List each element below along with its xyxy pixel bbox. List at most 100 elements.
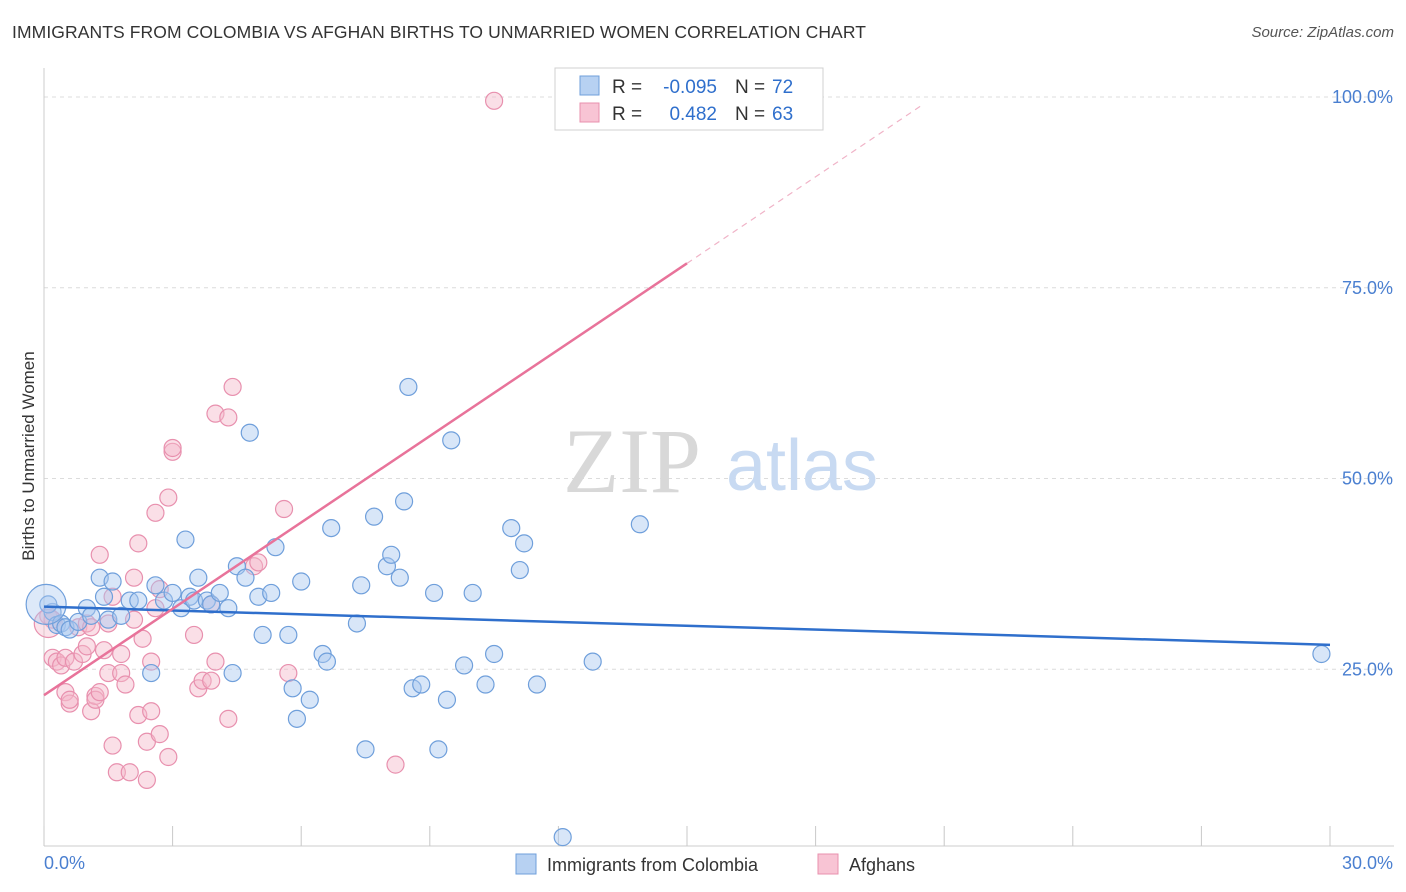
colombia-point (403, 679, 422, 698)
colombia-point (424, 583, 444, 603)
legend-n-label-2: N = (735, 104, 765, 125)
y-tick-label-50: 50.0% (1342, 469, 1393, 489)
colombia-point (146, 576, 165, 595)
afghans-point (485, 91, 504, 110)
colombia-point (253, 625, 272, 645)
y-tick-label-100: 100.0% (1332, 87, 1393, 107)
watermark-zip: ZIP (563, 410, 701, 512)
colombia-point (176, 530, 195, 549)
afghans-point (150, 725, 169, 744)
colombia-point (515, 534, 534, 553)
colombia-point (347, 614, 367, 633)
afghans-point (124, 568, 144, 587)
colombia-point (553, 828, 572, 847)
afghans-point (184, 625, 204, 645)
afghans-point (90, 683, 109, 702)
y-axis-label: Births to Unmarried Women (19, 351, 38, 560)
legend-swatch-colombia (579, 75, 600, 96)
legend-r-value-1: -0.095 (663, 77, 717, 98)
afghans-point (163, 442, 182, 461)
afghans-point (99, 663, 118, 683)
colombia-point (129, 591, 148, 610)
colombia-point (352, 576, 371, 595)
legend-r-value-2: 0.482 (669, 104, 717, 125)
colombia-point (287, 709, 307, 728)
afghans-point (274, 499, 294, 519)
colombia-point (142, 663, 161, 683)
x-tick-label-0: 0.0% (44, 853, 85, 873)
colombia-point (94, 587, 114, 606)
colombia-point (322, 518, 341, 538)
afghans-point (159, 747, 178, 767)
afghans-point (219, 408, 238, 427)
colombia-point (630, 515, 649, 534)
afghans-point (60, 694, 79, 713)
colombia-point (377, 557, 397, 576)
afghans-point (142, 702, 161, 721)
colombia-point (485, 644, 504, 664)
colombia-point (429, 740, 448, 759)
x-tick-label-30: 30.0% (1342, 853, 1393, 873)
colombia-point (240, 423, 259, 442)
colombia-point (219, 599, 238, 618)
colombia-point (510, 560, 529, 580)
afghans-point (112, 663, 131, 683)
legend-n-value-1: 72 (772, 77, 793, 98)
afghans-point (206, 652, 225, 671)
afghans-point (107, 763, 126, 782)
colombia-point (300, 690, 319, 709)
series-legend-label-colombia: Immigrants from Colombia (547, 855, 759, 875)
afghans-point (112, 644, 131, 664)
afghans-point (279, 663, 298, 683)
colombia-point (463, 583, 482, 603)
colombia-point (112, 606, 131, 625)
afghans-point (386, 755, 405, 774)
afghans-point (249, 553, 268, 572)
legend-r-label-2: R = (612, 104, 642, 125)
afghans-trend-line (43, 262, 688, 697)
colombia-point (292, 572, 311, 591)
axes: 25.0% 50.0% 75.0% 100.0% 0.0% 30.0% (43, 68, 1394, 873)
colombia-point (399, 377, 418, 397)
colombia-point (223, 663, 242, 683)
colombia-point (1312, 644, 1331, 664)
colombia-point (454, 656, 474, 675)
afghans-point (60, 690, 79, 709)
colombia-point (39, 595, 58, 614)
legend-n-label-1: N = (735, 77, 765, 98)
colombia-point (527, 675, 547, 694)
colombia-point (210, 583, 229, 603)
afghans-points (33, 91, 504, 789)
colombia-point (442, 431, 461, 450)
colombia-point (394, 492, 414, 511)
afghans-point (77, 637, 96, 656)
y-tick-label-75: 75.0% (1342, 278, 1393, 298)
afghans-point (129, 534, 148, 553)
series-legend-label-afghans: Afghans (849, 855, 915, 875)
afghans-point (103, 736, 122, 755)
y-tick-label-25: 25.0% (1342, 659, 1393, 679)
colombia-point (390, 568, 409, 587)
colombia-point (279, 625, 298, 645)
afghans-point (56, 648, 75, 667)
afghans-point (146, 503, 165, 522)
afghans-point (223, 377, 242, 397)
colombia-point (364, 507, 384, 526)
watermark-atlas: atlas (726, 426, 878, 506)
afghans-point (90, 545, 109, 564)
afghans-point (159, 488, 178, 507)
series-legend: Immigrants from Colombia Afghans (515, 853, 915, 875)
afghans-point (137, 770, 156, 789)
chart-title: IMMIGRANTS FROM COLOMBIA VS AFGHAN BIRTH… (12, 22, 867, 42)
trend-lines (43, 104, 1331, 697)
colombia-point (476, 675, 495, 694)
afghans-point (116, 675, 135, 694)
colombia-point (412, 675, 431, 694)
source-credit: Source: ZipAtlas.com (1251, 24, 1394, 41)
colombia-point (502, 518, 521, 538)
colombia-point (317, 652, 337, 671)
colombia-point (283, 679, 302, 698)
colombia-point (437, 690, 457, 709)
legend-n-value-2: 63 (772, 104, 793, 125)
